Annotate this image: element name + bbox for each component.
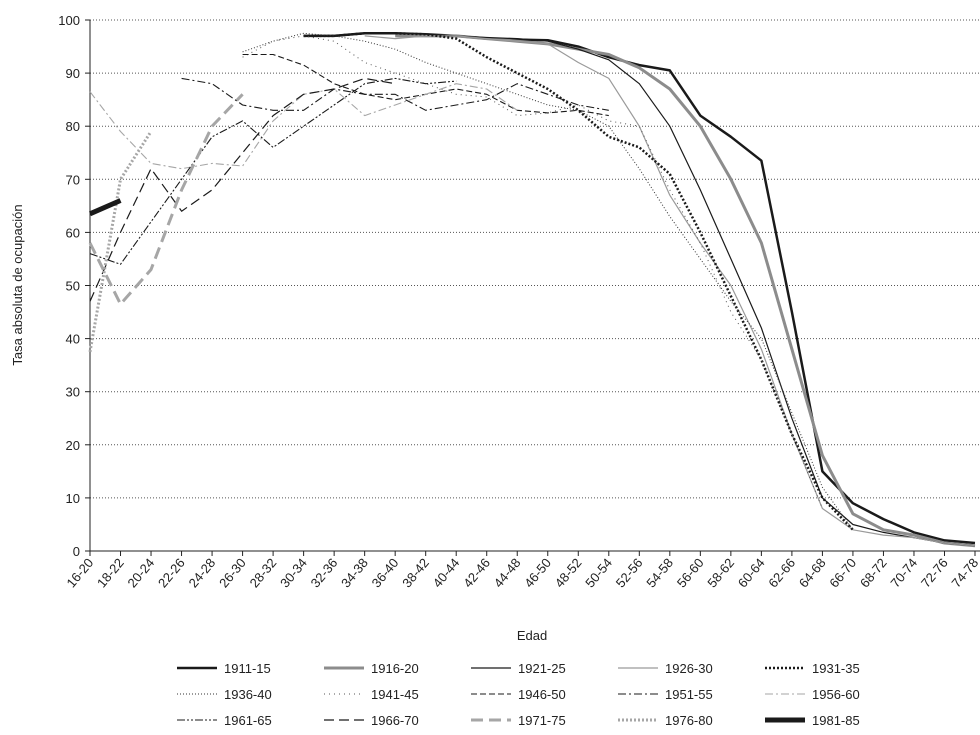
- series-line: [89, 198, 122, 217]
- series-line: [181, 77, 609, 111]
- x-tick-label: 16-20: [63, 555, 96, 590]
- y-tick-label: 50: [66, 279, 80, 294]
- x-tick-label: 74-78: [948, 555, 980, 590]
- x-tick-label: 64-68: [796, 555, 829, 590]
- series-line: [303, 32, 854, 531]
- series-line: [89, 83, 518, 170]
- x-tick-label: 38-42: [399, 555, 432, 590]
- x-tick-label: 46-50: [521, 555, 554, 590]
- legend-label: 1926-30: [665, 661, 713, 676]
- series-line: [395, 32, 976, 547]
- x-tick-label: 24-28: [186, 555, 219, 590]
- x-tick-label: 60-64: [735, 555, 768, 590]
- x-tick-label: 20-24: [124, 555, 157, 590]
- legend-label: 1976-80: [665, 713, 713, 728]
- legend-label: 1971-75: [518, 713, 566, 728]
- x-tick-label: 50-54: [582, 555, 615, 590]
- y-axis-label: Tasa absoluta de ocupación: [10, 204, 25, 365]
- x-tick-label: 62-66: [765, 555, 798, 590]
- series-line: [88, 93, 244, 306]
- x-tick-label: 52-56: [613, 555, 646, 590]
- x-tick-label: 34-38: [338, 555, 371, 590]
- legend-label: 1941-45: [371, 687, 419, 702]
- legend-label: 1956-60: [812, 687, 860, 702]
- legend-label: 1981-85: [812, 713, 860, 728]
- legend-label: 1961-65: [224, 713, 272, 728]
- x-tick-label: 40-44: [430, 555, 463, 590]
- series-line: [395, 34, 976, 548]
- x-tick-label: 58-62: [704, 555, 737, 590]
- x-tick-label: 30-34: [277, 555, 310, 590]
- x-tick-label: 72-76: [918, 555, 951, 590]
- x-tick-label: 26-30: [216, 555, 249, 590]
- legend-label: 1936-40: [224, 687, 272, 702]
- legend-label: 1916-20: [371, 661, 419, 676]
- y-tick-label: 40: [66, 332, 80, 347]
- series-line: [303, 32, 976, 545]
- legend-label: 1911-15: [224, 661, 271, 676]
- x-tick-label: 18-22: [94, 555, 127, 590]
- y-tick-label: 70: [66, 172, 80, 187]
- series-line: [364, 35, 976, 547]
- x-tick-label: 22-26: [155, 555, 188, 590]
- series-line: [88, 130, 153, 353]
- series-line: [89, 77, 396, 302]
- y-tick-label: 10: [66, 491, 80, 506]
- series-line: [89, 77, 457, 265]
- x-tick-label: 44-48: [491, 555, 524, 590]
- series-line: [242, 35, 823, 509]
- x-tick-label: 36-40: [369, 555, 402, 590]
- legend-label: 1966-70: [371, 713, 419, 728]
- series-line: [242, 32, 854, 531]
- y-tick-label: 90: [66, 66, 80, 81]
- x-tick-label: 42-46: [460, 555, 493, 590]
- x-tick-label: 70-74: [887, 555, 920, 590]
- x-tick-label: 68-72: [857, 555, 890, 590]
- x-tick-label: 48-52: [552, 555, 585, 590]
- x-tick-label: 66-70: [826, 555, 859, 590]
- legend-label: 1921-25: [518, 661, 566, 676]
- y-tick-label: 20: [66, 438, 80, 453]
- series-line: [242, 53, 609, 117]
- x-axis-label: Edad: [517, 628, 547, 643]
- y-tick-label: 30: [66, 385, 80, 400]
- x-tick-label: 28-32: [247, 555, 280, 590]
- legend-label: 1946-50: [518, 687, 566, 702]
- y-tick-label: 100: [58, 13, 80, 28]
- x-tick-label: 54-58: [643, 555, 676, 590]
- y-tick-label: 80: [66, 119, 80, 134]
- legend-label: 1931-35: [812, 661, 860, 676]
- legend-label: 1951-55: [665, 687, 713, 702]
- x-tick-label: 56-60: [674, 555, 707, 590]
- y-tick-label: 60: [66, 225, 80, 240]
- x-tick-label: 32-36: [308, 555, 341, 590]
- y-tick-label: 0: [73, 544, 80, 559]
